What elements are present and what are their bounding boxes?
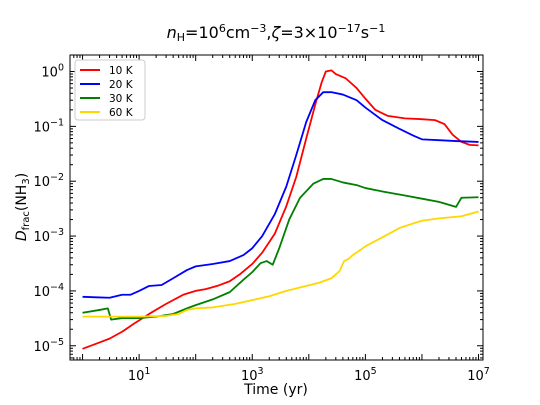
series-line-10k	[82, 69, 479, 350]
legend-label: 60 K	[109, 107, 134, 119]
title-sep: ,	[266, 23, 271, 42]
title-eq2: =3×10	[280, 23, 337, 42]
y-tick-label: 10−3	[33, 227, 64, 245]
series-line-20k	[82, 91, 479, 299]
series-line-30k	[82, 178, 479, 321]
y-tick-label: 10−4	[33, 282, 64, 300]
y-label-main: D	[14, 230, 30, 241]
x-tick-label: 105	[354, 366, 377, 384]
x-tick-label: 103	[241, 366, 264, 384]
chart-title: nH=106cm−3,ζ=3×10−17s−1	[167, 22, 386, 44]
legend: 10 K 20 K 30 K 60 K	[74, 59, 146, 121]
legend-label: 30 K	[109, 93, 134, 105]
y-label-sub3: 3	[21, 178, 32, 184]
x-tick-label: 107	[467, 366, 490, 384]
y-label-sub: frac	[21, 211, 32, 230]
y-label-close: )	[14, 173, 30, 178]
title-exp4: −1	[369, 22, 385, 35]
legend-box	[74, 59, 146, 121]
title-unit2: s	[361, 23, 369, 42]
y-tick-label: 100	[41, 63, 64, 81]
legend-label: 20 K	[109, 79, 134, 91]
title-exp1: 6	[219, 22, 226, 35]
x-tick-label: 101	[128, 366, 151, 384]
title-exp2: −3	[250, 22, 266, 35]
y-tick-label: 10−1	[33, 117, 64, 135]
series-group	[82, 69, 479, 350]
title-n-sub: H	[177, 31, 185, 44]
x-axis-label: Time (yr)	[243, 382, 308, 398]
title-unit1: cm	[226, 23, 250, 42]
plot-frame	[69, 54, 484, 361]
title-n: n	[167, 23, 177, 42]
y-tick-label: 10−2	[33, 172, 64, 190]
y-tick-label: 10−5	[33, 337, 64, 355]
title-zeta: ζ	[271, 23, 282, 42]
ticks-group: 101 103 105 107 10−5 10−4 10−3 10−2 10−1 100	[33, 55, 490, 384]
series-line-60k	[82, 210, 479, 318]
y-axis-label: Dfrac(NH3)	[14, 173, 32, 241]
title-exp3: −17	[338, 22, 361, 35]
legend-label: 10 K	[109, 65, 134, 77]
title-eq1: =10	[185, 23, 219, 42]
y-label-open: (NH	[14, 185, 30, 211]
